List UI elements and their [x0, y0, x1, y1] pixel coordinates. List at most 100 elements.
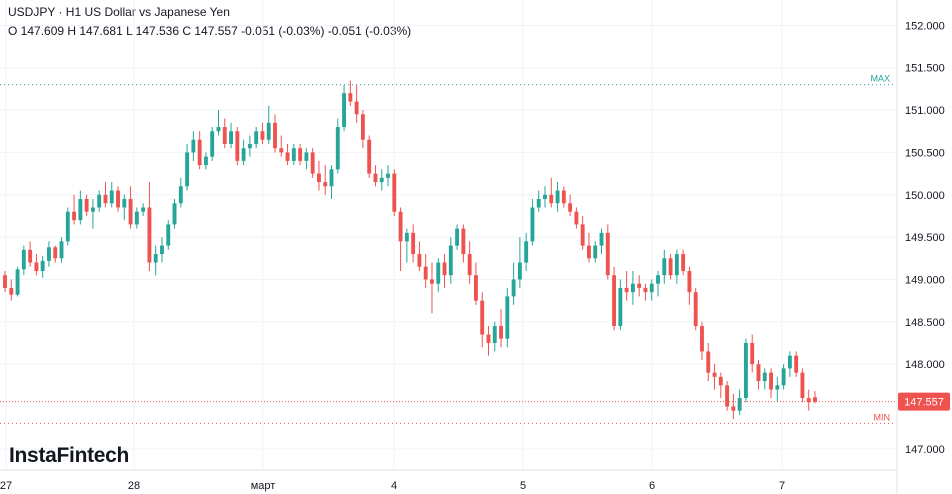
- candle[interactable]: [530, 199, 535, 246]
- candle[interactable]: [455, 224, 460, 250]
- candle[interactable]: [718, 372, 723, 399]
- candle[interactable]: [21, 245, 26, 276]
- candle[interactable]: [348, 80, 353, 106]
- candle[interactable]: [254, 127, 259, 149]
- candle[interactable]: [47, 241, 51, 267]
- candle[interactable]: [59, 237, 64, 263]
- candle[interactable]: [3, 270, 7, 293]
- candle[interactable]: [141, 203, 146, 216]
- candle[interactable]: [681, 249, 686, 276]
- candle[interactable]: [97, 190, 102, 212]
- candle[interactable]: [436, 258, 441, 293]
- candle[interactable]: [430, 262, 434, 314]
- candle[interactable]: [461, 224, 466, 263]
- candle[interactable]: [467, 241, 472, 284]
- candle[interactable]: [511, 262, 516, 305]
- candle[interactable]: [266, 105, 271, 144]
- candle[interactable]: [147, 182, 152, 271]
- candle[interactable]: [285, 143, 290, 166]
- candle[interactable]: [574, 207, 579, 229]
- candle[interactable]: [9, 279, 14, 301]
- candle[interactable]: [72, 194, 77, 225]
- candle[interactable]: [235, 127, 240, 166]
- candle[interactable]: [191, 131, 196, 161]
- candle[interactable]: [386, 165, 390, 187]
- candle[interactable]: [536, 190, 541, 212]
- candle[interactable]: [813, 391, 817, 404]
- candle[interactable]: [411, 224, 416, 263]
- candle[interactable]: [674, 249, 679, 284]
- candle[interactable]: [178, 177, 183, 208]
- candle[interactable]: [65, 207, 70, 246]
- candle[interactable]: [517, 237, 522, 288]
- candle[interactable]: [737, 389, 742, 415]
- candle[interactable]: [543, 186, 547, 208]
- candle[interactable]: [53, 245, 58, 263]
- candle[interactable]: [775, 376, 780, 403]
- candle[interactable]: [222, 118, 227, 149]
- candle[interactable]: [298, 143, 303, 166]
- candle[interactable]: [649, 279, 654, 301]
- candle[interactable]: [637, 275, 642, 297]
- candle[interactable]: [505, 287, 510, 348]
- candle[interactable]: [781, 364, 786, 390]
- candle[interactable]: [317, 160, 321, 191]
- candle[interactable]: [693, 287, 698, 331]
- candle[interactable]: [203, 152, 208, 170]
- candle[interactable]: [247, 135, 252, 157]
- candle[interactable]: [668, 254, 673, 280]
- candle[interactable]: [561, 186, 566, 208]
- candle[interactable]: [304, 148, 309, 170]
- candle[interactable]: [712, 364, 717, 390]
- candle[interactable]: [486, 326, 491, 356]
- candle[interactable]: [643, 283, 648, 301]
- candle[interactable]: [34, 254, 39, 276]
- candle[interactable]: [329, 165, 334, 200]
- candle[interactable]: [762, 368, 767, 390]
- candle[interactable]: [492, 321, 497, 352]
- candle[interactable]: [725, 381, 730, 411]
- candle[interactable]: [555, 182, 560, 212]
- candle[interactable]: [423, 254, 428, 288]
- candle[interactable]: [122, 194, 127, 221]
- candle[interactable]: [473, 262, 478, 305]
- candle[interactable]: [624, 270, 629, 301]
- candle[interactable]: [379, 169, 384, 191]
- candle[interactable]: [706, 342, 711, 382]
- candle[interactable]: [618, 279, 623, 331]
- candle[interactable]: [216, 110, 221, 136]
- candle[interactable]: [442, 254, 447, 288]
- candle[interactable]: [84, 194, 89, 216]
- candle[interactable]: [128, 186, 133, 229]
- candle[interactable]: [90, 199, 95, 229]
- candle[interactable]: [28, 241, 33, 267]
- candle[interactable]: [549, 177, 554, 208]
- candle[interactable]: [229, 122, 233, 149]
- candle[interactable]: [700, 321, 704, 360]
- candle[interactable]: [291, 143, 296, 166]
- candle[interactable]: [593, 241, 598, 263]
- candle[interactable]: [197, 131, 202, 170]
- candle[interactable]: [185, 143, 190, 191]
- candle[interactable]: [134, 207, 139, 229]
- candle[interactable]: [750, 334, 755, 373]
- candle[interactable]: [335, 118, 340, 174]
- candle[interactable]: [656, 270, 660, 297]
- candle[interactable]: [160, 237, 164, 263]
- candle[interactable]: [241, 139, 246, 166]
- candle[interactable]: [599, 228, 604, 255]
- candle[interactable]: [323, 165, 328, 195]
- candle[interactable]: [499, 309, 503, 348]
- candle[interactable]: [605, 224, 610, 280]
- candle[interactable]: [806, 389, 811, 411]
- candle[interactable]: [367, 135, 372, 178]
- candle[interactable]: [354, 84, 359, 123]
- candle[interactable]: [794, 351, 799, 377]
- candle[interactable]: [210, 127, 215, 161]
- candle[interactable]: [116, 186, 120, 212]
- candle[interactable]: [260, 122, 265, 144]
- candle[interactable]: [310, 148, 315, 178]
- candle[interactable]: [612, 266, 617, 331]
- candle[interactable]: [166, 220, 171, 250]
